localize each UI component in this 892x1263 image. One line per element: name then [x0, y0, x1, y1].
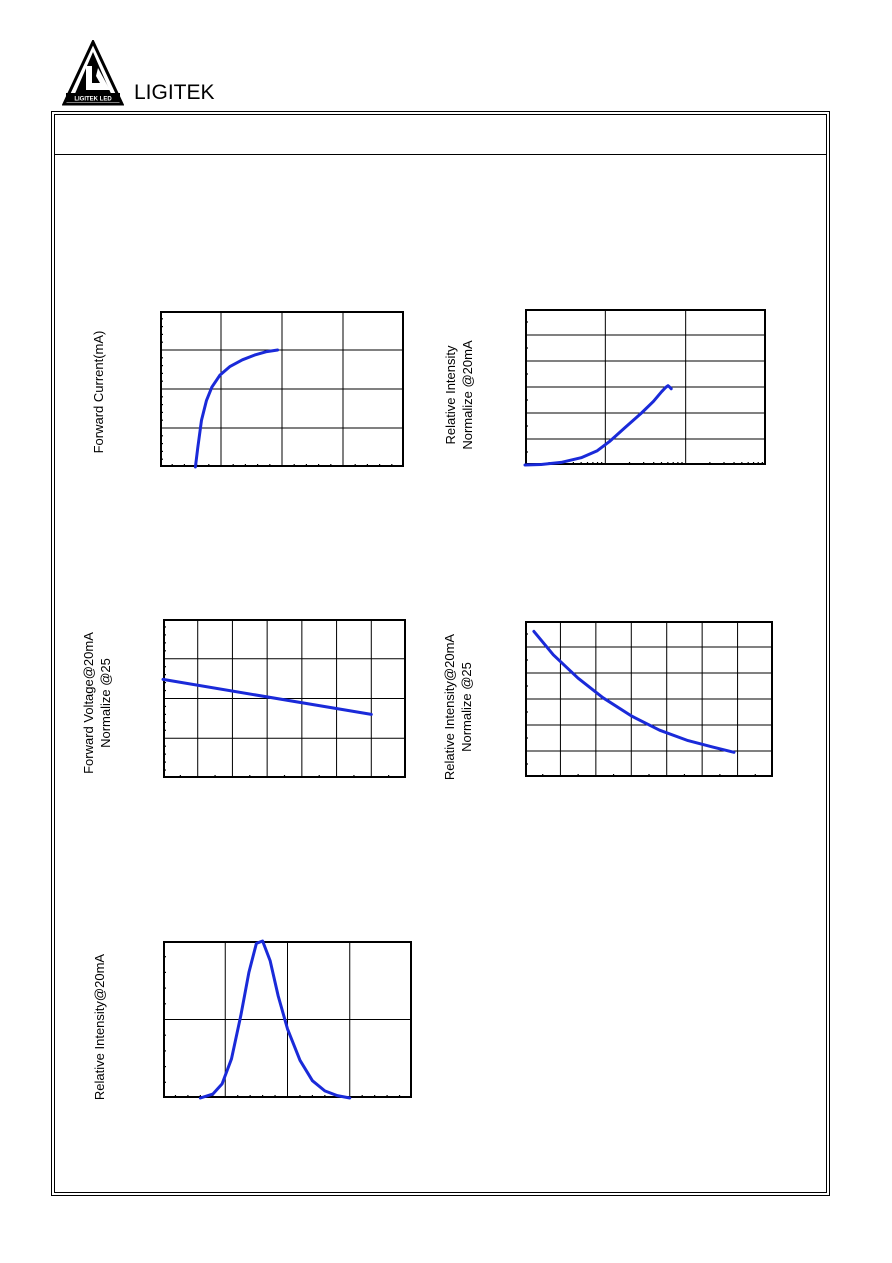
brand-name: LIGITEK [134, 81, 215, 104]
series-curve [193, 348, 280, 469]
chart3-ylabel-line1: Forward Voltage@20mA [81, 632, 96, 774]
series-curve [532, 629, 736, 754]
series-curve [198, 939, 352, 1100]
chart3-ylabel-line2: Normalize @25 [98, 658, 113, 748]
chart4-ylabel-line1: Relative Intensity@20mA [442, 633, 457, 781]
header-divider [55, 154, 826, 155]
chart-spectral-distribution [163, 939, 412, 1100]
series-curve [161, 677, 373, 716]
series-curve [523, 384, 673, 467]
chart1-ylabel: Forward Current(mA) [90, 322, 107, 462]
chart2-ylabel-line2: Normalize @20mA [460, 340, 475, 450]
chart4-ylabel-line2: Normalize @25 [459, 662, 474, 752]
chart2-ylabel-line1: Relative Intensity [443, 345, 458, 445]
chart-relative-intensity-vs-temperature [525, 621, 773, 777]
chart1-ylabel-line: Forward Current(mA) [91, 330, 106, 454]
page-frame [54, 114, 827, 1193]
chart2-ylabel: Relative Intensity Normalize @20mA [442, 330, 476, 460]
ligitek-logo: LIGITEK LED [62, 40, 124, 106]
logo-text: LIGITEK LED [74, 97, 112, 103]
chart3-ylabel: Forward Voltage@20mA Normalize @25 [80, 618, 114, 788]
chart-forward-voltage-vs-temperature [161, 619, 406, 778]
chart5-ylabel: Relative Intensity@20mA [91, 942, 108, 1112]
chart-forward-current [160, 311, 404, 469]
chart5-ylabel-line: Relative Intensity@20mA [92, 953, 107, 1101]
chart-relative-intensity-vs-current [523, 309, 766, 467]
chart4-ylabel: Relative Intensity@20mA Normalize @25 [441, 622, 475, 792]
